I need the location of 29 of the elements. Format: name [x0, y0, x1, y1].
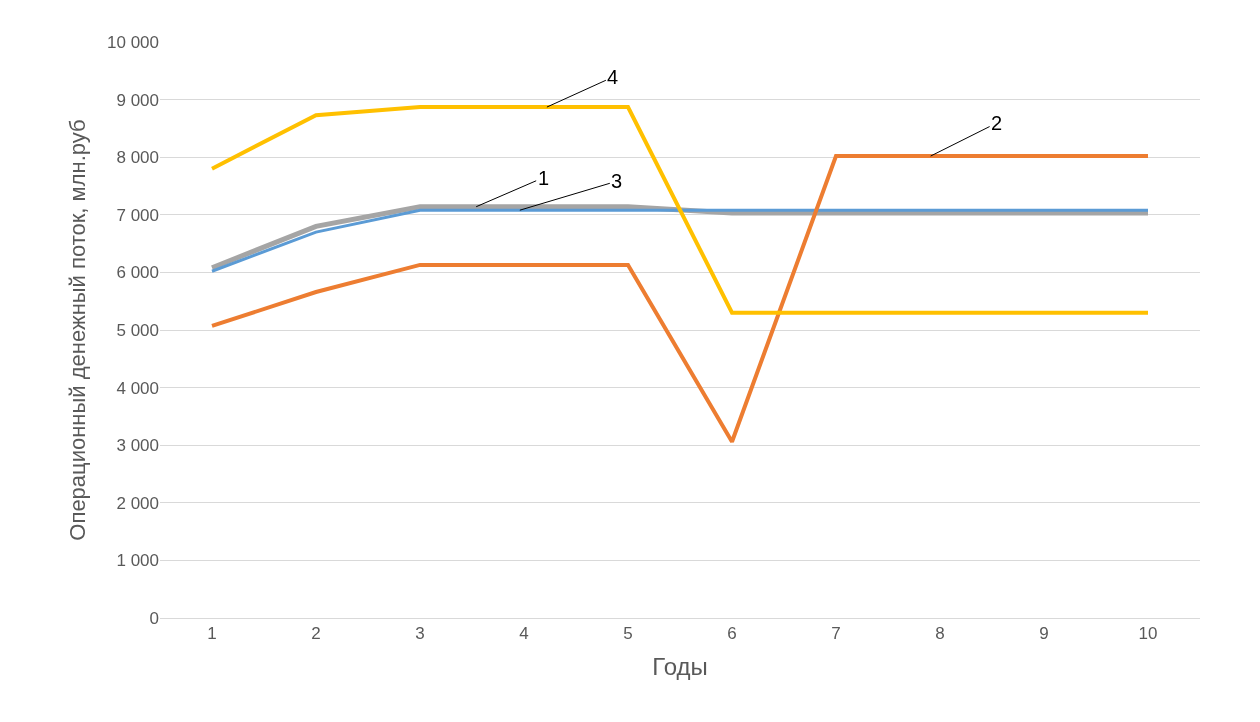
- x-tick-label: 5: [623, 624, 633, 644]
- annotation: 2: [991, 112, 1003, 134]
- x-tick-label: 9: [1039, 624, 1049, 644]
- x-tick-label: 10: [1138, 624, 1158, 644]
- line-series: [210, 105, 1150, 315]
- annotation: 1: [538, 167, 550, 189]
- y-axis-title: Операционный денежный поток, млн.руб: [64, 119, 90, 541]
- x-tick-label: 4: [519, 624, 529, 644]
- line-series: [210, 154, 1150, 444]
- y-tick-label: 7 000: [116, 205, 159, 225]
- y-tick-label: 5 000: [116, 320, 159, 340]
- annotation: 3: [611, 170, 623, 192]
- x-tick-label: 1: [207, 624, 217, 644]
- x-tick-label: 6: [727, 624, 737, 644]
- x-tick-label: 7: [831, 624, 841, 644]
- y-tick-label: 10 000: [107, 32, 159, 52]
- y-tick-label: 4 000: [116, 378, 159, 398]
- y-tick-label: 8 000: [116, 148, 159, 168]
- x-tick-label: 3: [415, 624, 425, 644]
- y-tick-label: 3 000: [116, 436, 159, 456]
- x-tick-label: 2: [311, 624, 321, 644]
- y-tick-label: 2 000: [116, 493, 159, 513]
- annotation: 4: [607, 66, 619, 88]
- y-tick-label: 9 000: [116, 90, 159, 110]
- x-axis-title: Годы: [652, 652, 708, 680]
- y-tick-label: 1 000: [116, 551, 159, 571]
- y-tick-label: 6 000: [116, 263, 159, 283]
- x-tick-label: 8: [935, 624, 945, 644]
- y-tick-label: 0: [149, 608, 159, 628]
